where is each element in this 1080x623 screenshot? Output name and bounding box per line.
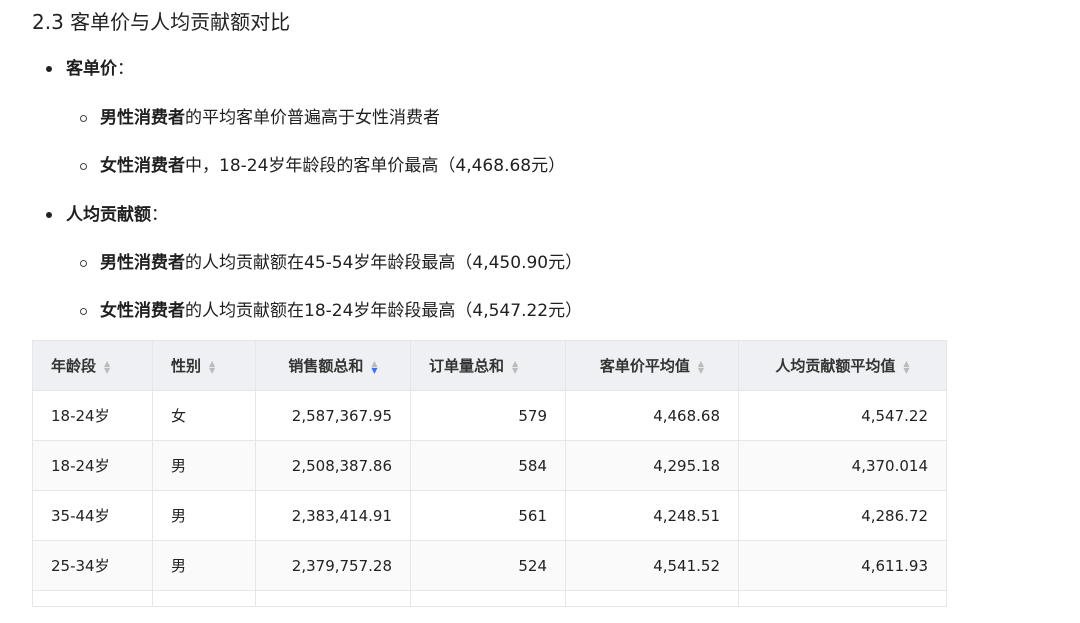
circle-bullet-icon (80, 259, 87, 267)
header-label: 销售额总和 (288, 357, 364, 375)
sub-bullet-item: 女性消费者的人均贡献额在18-24岁年龄段最高（4,547.22元） (80, 296, 582, 321)
table-cell: 2,379,757.28 (255, 540, 411, 591)
circle-bullet-icon (80, 114, 87, 122)
table-cell: 2,383,414.91 (255, 490, 411, 541)
bullet-suffix: ： (151, 205, 168, 225)
text: 中，18-24岁年龄段的客单价最高（4,468.68元） (185, 156, 566, 176)
table-cell: 4,286.72 (738, 490, 947, 541)
table-row-partial (32, 590, 947, 607)
bullet-label: 人均贡献额 (66, 205, 151, 225)
bullet-icon (46, 212, 52, 218)
circle-bullet-icon (80, 162, 87, 170)
table-cell: 18-24岁 (32, 440, 153, 491)
table-cell (738, 590, 947, 607)
bullet-suffix: ： (117, 59, 134, 79)
bullet-item: 客单价： (46, 54, 134, 79)
bullet-item: 人均贡献额： (46, 200, 168, 225)
column-header-gender[interactable]: 性别 ▲ ▼ (152, 340, 256, 391)
table-cell: 524 (410, 540, 566, 591)
table-cell: 2,587,367.95 (255, 390, 411, 441)
table-row: 18-24岁男 2,508,387.86 584 4,295.18 4,370.014 (32, 440, 947, 491)
bold-text: 女性消费者 (100, 156, 185, 176)
header-label: 性别 (171, 357, 202, 375)
table-cell: 男 (152, 540, 256, 591)
table-cell: 561 (410, 490, 566, 541)
column-header-avg-price[interactable]: 客单价平均值 ▲ ▼ (565, 340, 739, 391)
sort-descending-icon[interactable]: ▲ ▼ (371, 358, 378, 375)
table-row: 35-44岁男 2,383,414.91 561 4,248.51 4,286.72 (32, 490, 947, 541)
data-table: 年龄段 ▲ ▼ 性别 ▲ ▼ 销售额总和 ▲ ▼ 订单量总和 ▲ ▼ 客单价平均值 ▲ ▼ 人均贡献… (32, 340, 947, 607)
table-row: 18-24岁女 2,587,367.95 579 4,468.68 4,547.22 (32, 390, 947, 441)
column-header-sales[interactable]: 销售额总和 ▲ ▼ (255, 340, 411, 391)
circle-bullet-icon (80, 307, 87, 315)
table-cell (410, 590, 566, 607)
table-cell (152, 590, 256, 607)
sort-icon[interactable]: ▲ ▼ (903, 358, 910, 375)
table-cell (32, 590, 153, 607)
table-cell: 584 (410, 440, 566, 491)
sort-icon[interactable]: ▲ ▼ (104, 358, 111, 375)
sort-icon[interactable]: ▲ ▼ (697, 358, 705, 375)
table-cell: 2,508,387.86 (255, 440, 411, 491)
bold-text: 男性消费者 (100, 108, 185, 128)
table-cell: 男 (152, 440, 256, 491)
bold-text: 男性消费者 (100, 253, 185, 273)
header-label: 年龄段 (51, 357, 97, 375)
table-cell: 18-24岁 (32, 390, 153, 441)
sort-icon[interactable]: ▲ ▼ (512, 358, 519, 375)
column-header-age[interactable]: 年龄段 ▲ ▼ (32, 340, 153, 391)
bold-text: 女性消费者 (100, 301, 185, 321)
bullet-label: 客单价 (66, 59, 117, 79)
table-cell: 4,611.93 (738, 540, 947, 591)
sort-icon[interactable]: ▲ ▼ (209, 358, 216, 375)
column-header-avg-contribution[interactable]: 人均贡献额平均值 ▲ ▼ (738, 340, 947, 391)
table-cell: 女 (152, 390, 256, 441)
sub-bullet-item: 男性消费者的人均贡献额在45-54岁年龄段最高（4,450.90元） (80, 248, 582, 273)
table-cell: 男 (152, 490, 256, 541)
table-cell: 4,370.014 (738, 440, 947, 491)
section-heading: 2.3 客单价与人均贡献额对比 (32, 10, 291, 34)
sub-bullet-item: 男性消费者的平均客单价普遍高于女性消费者 (80, 103, 440, 128)
table-row: 25-34岁男 2,379,757.28 524 4,541.52 4,611.93 (32, 540, 947, 591)
bullet-icon (46, 66, 52, 72)
text: 的人均贡献额在45-54岁年龄段最高（4,450.90元） (185, 253, 583, 273)
table-cell (255, 590, 411, 607)
table-cell: 4,295.18 (565, 440, 739, 491)
table-cell: 4,248.51 (565, 490, 739, 541)
table-cell: 25-34岁 (32, 540, 153, 591)
header-label: 订单量总和 (429, 357, 505, 375)
table-cell: 4,547.22 (738, 390, 947, 441)
header-label: 客单价平均值 (599, 357, 690, 375)
table-cell: 579 (410, 390, 566, 441)
header-label: 人均贡献额平均值 (775, 357, 896, 375)
column-header-orders[interactable]: 订单量总和 ▲ ▼ (410, 340, 566, 391)
text: 的人均贡献额在18-24岁年龄段最高（4,547.22元） (185, 301, 583, 321)
table-cell (565, 590, 739, 607)
table-cell: 4,541.52 (565, 540, 739, 591)
table-cell: 4,468.68 (565, 390, 739, 441)
table-cell: 35-44岁 (32, 490, 153, 541)
text: 的平均客单价普遍高于女性消费者 (185, 108, 440, 128)
sub-bullet-item: 女性消费者中，18-24岁年龄段的客单价最高（4,468.68元） (80, 151, 565, 176)
